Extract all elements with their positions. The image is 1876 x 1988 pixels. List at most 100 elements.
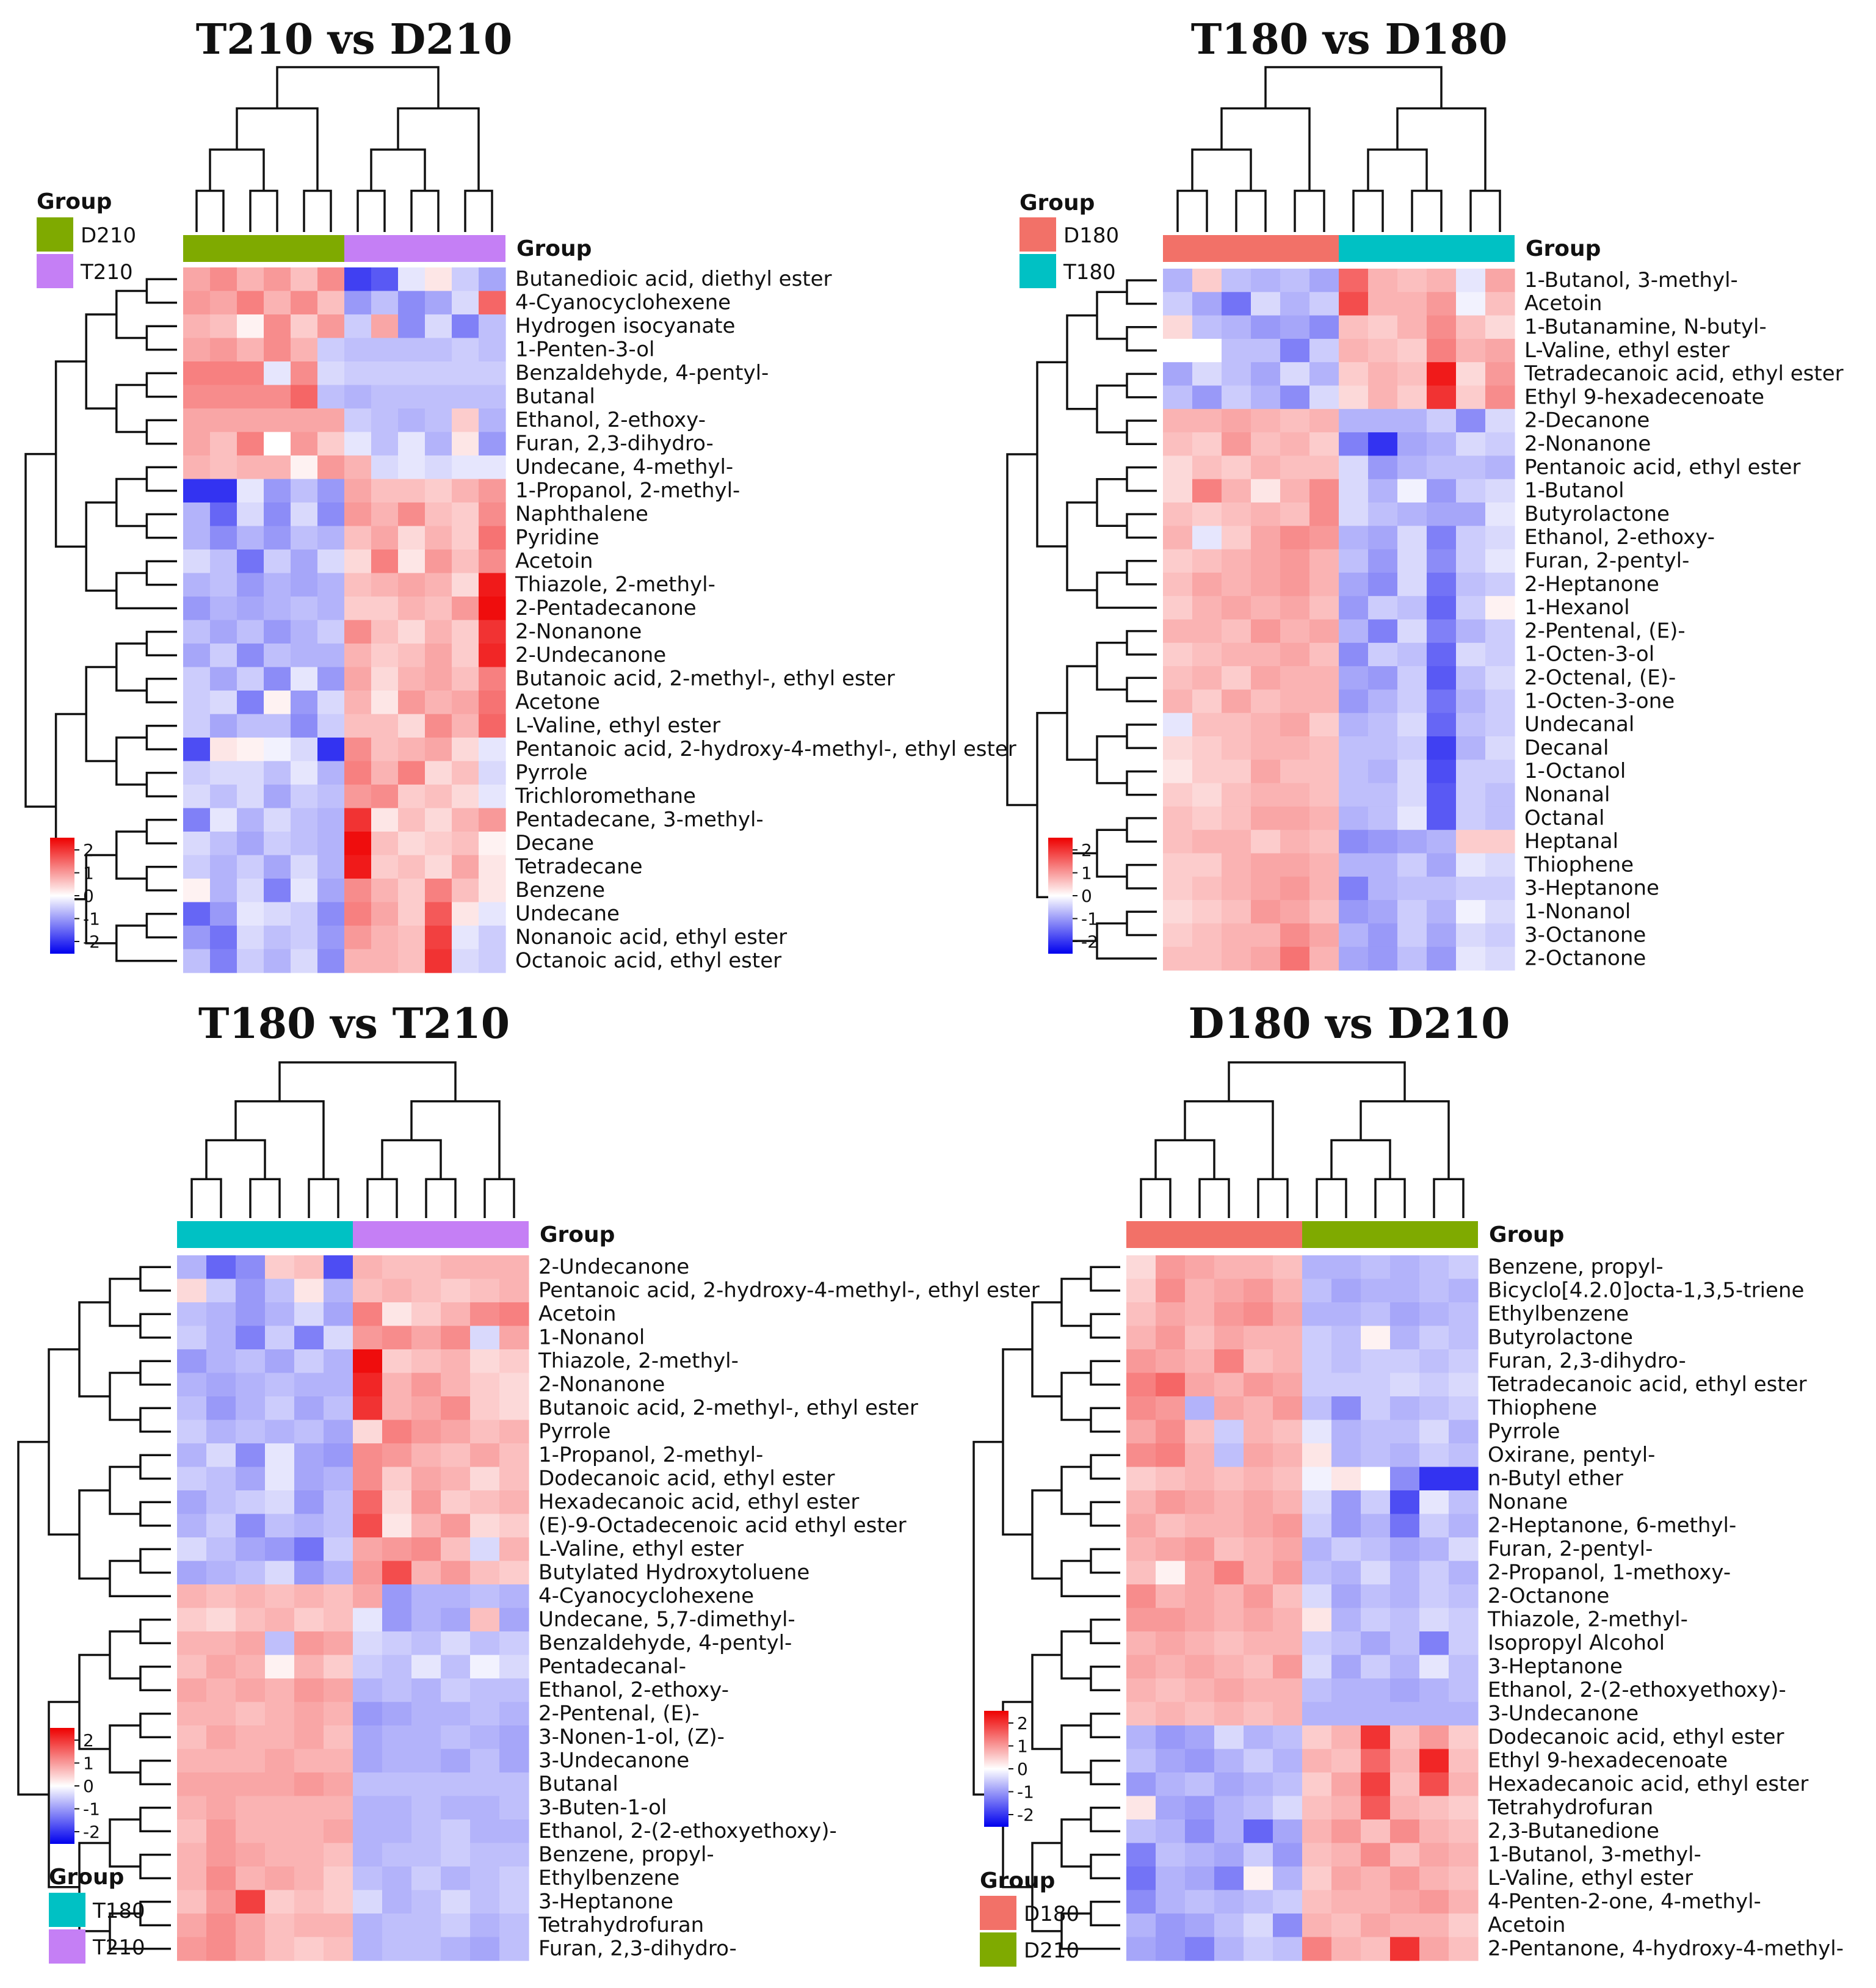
row-dendrogram-branch [1096, 291, 1127, 340]
row-label-2-pentenal-e: 2-Pentenal, (E)- [1524, 619, 1686, 643]
heatmap-cell [499, 1772, 529, 1797]
heatmap-cell [183, 738, 211, 762]
heatmap-cell [324, 1279, 353, 1303]
heatmap-cell [1185, 1866, 1215, 1891]
heatmap-cell [411, 1326, 441, 1350]
heatmap-cell [291, 620, 318, 644]
heatmap-cell [1302, 1819, 1332, 1844]
heatmap-cell [398, 526, 426, 550]
heatmap-cell [1331, 1537, 1361, 1562]
heatmap-cell [236, 1678, 266, 1703]
heatmap-cell [1449, 1890, 1479, 1914]
heatmap-cell [1397, 689, 1427, 714]
heatmap-cell [1185, 1279, 1215, 1303]
chart-title: T180 vs T210 [198, 999, 510, 1048]
heatmap-cell [479, 550, 506, 574]
heatmap-cell [411, 1937, 441, 1961]
heatmap-cell [291, 432, 318, 456]
row-label-undecane: Undecane [515, 902, 620, 926]
heatmap-cell [1361, 1937, 1391, 1961]
heatmap-cell [411, 1279, 441, 1303]
heatmap-cell [1302, 1631, 1332, 1656]
heatmap-cell [1390, 1772, 1420, 1797]
heatmap-cell [264, 573, 291, 597]
heatmap-cell [344, 338, 372, 362]
heatmap-cell [177, 1796, 207, 1820]
heatmap-cell [470, 1890, 500, 1914]
column-dendrogram-branch [1176, 189, 1208, 232]
heatmap-cell [1419, 1326, 1449, 1350]
heatmap-cell [210, 455, 237, 480]
heatmap-cell [371, 926, 399, 950]
heatmap-cell [291, 479, 318, 503]
row-dendrogram-branch [1090, 1407, 1120, 1433]
heatmap-cell [1163, 619, 1193, 644]
heatmap-cell [206, 1772, 236, 1797]
heatmap-cell [441, 1678, 471, 1703]
row-label-3-buten-1-ol: 3-Buten-1-ol [538, 1796, 667, 1820]
heatmap-cell [499, 1396, 529, 1421]
heatmap-cell [1214, 1796, 1244, 1820]
row-label-octanoic-acid-ethyl-ester: Octanoic acid, ethyl ester [515, 949, 781, 973]
heatmap-cell [317, 691, 345, 715]
heatmap-cell [1397, 642, 1427, 667]
row-label-2-decanone: 2-Decanone [1524, 408, 1650, 433]
heatmap-cell [236, 1255, 266, 1280]
column-dendrogram-branch [1316, 1178, 1347, 1218]
row-dendrogram-branch [109, 1465, 140, 1515]
heatmap-cell [425, 785, 452, 809]
heatmap-cell [1214, 1890, 1244, 1914]
row-label-acetoin: Acetoin [515, 549, 593, 573]
heatmap-cell [1331, 1302, 1361, 1327]
heatmap-cell [1251, 736, 1281, 760]
heatmap-cell [324, 1772, 353, 1797]
heatmap-cell [1273, 1396, 1303, 1421]
heatmap-cell [499, 1467, 529, 1491]
heatmap-cell [206, 1490, 236, 1515]
heatmap-cell [1222, 619, 1251, 644]
heatmap-cell [425, 385, 452, 409]
heatmap-cell [1214, 1914, 1244, 1938]
row-label-1-nonanol: 1-Nonanol [538, 1326, 645, 1350]
heatmap-cell [324, 1749, 353, 1773]
heatmap-cell [1302, 1702, 1332, 1726]
heatmap-cell [1368, 596, 1398, 620]
heatmap-cell [479, 879, 506, 903]
heatmap-cell [1222, 408, 1251, 433]
heatmap-cell [1456, 432, 1486, 456]
heatmap-cell [353, 1537, 383, 1562]
heatmap-cell [1309, 923, 1339, 948]
heatmap-cell [1339, 806, 1369, 830]
heatmap-cell [1427, 783, 1457, 807]
heatmap-cell [210, 338, 237, 362]
heatmap-cell [479, 361, 506, 386]
heatmap-cell [382, 1279, 412, 1303]
heatmap-cell [441, 1420, 471, 1444]
heatmap-cell [441, 1373, 471, 1397]
color-scale-tick-label: -1 [1081, 909, 1098, 929]
heatmap-cell [317, 291, 345, 315]
heatmap-cell [398, 832, 426, 856]
heatmap-cell [499, 1819, 529, 1844]
heatmap-cell [479, 573, 506, 597]
row-dendrogram-branch [78, 1301, 110, 1398]
heatmap-cell [353, 1467, 383, 1491]
heatmap-cell [425, 808, 452, 832]
group-bar-d180 [1163, 235, 1339, 262]
row-dendrogram-branch [145, 772, 177, 797]
heatmap-cell [1192, 783, 1222, 807]
heatmap-cell [1156, 1302, 1186, 1327]
heatmap-cell [1368, 408, 1398, 433]
heatmap-cell [1273, 1772, 1303, 1797]
heatmap-cell [294, 1725, 324, 1750]
heatmap-cell [1273, 1631, 1303, 1656]
heatmap-cell [236, 1702, 266, 1726]
heatmap-cell [371, 620, 399, 644]
heatmap-cell [210, 526, 237, 550]
heatmap-cell [183, 291, 211, 315]
heatmap-cell [353, 1279, 383, 1303]
row-label-dodecanoic-acid-ethyl-ester: Dodecanoic acid, ethyl ester [1488, 1725, 1784, 1749]
heatmap-cell [1222, 736, 1251, 760]
heatmap-cell [1456, 853, 1486, 877]
